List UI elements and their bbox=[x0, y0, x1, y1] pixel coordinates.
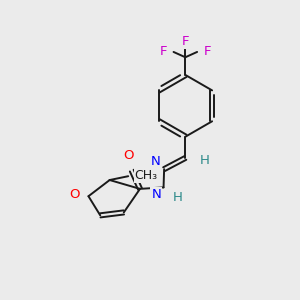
Text: H: H bbox=[200, 154, 209, 167]
Text: CH₃: CH₃ bbox=[135, 169, 158, 182]
Text: N: N bbox=[151, 155, 160, 168]
Text: F: F bbox=[182, 35, 189, 48]
Text: O: O bbox=[124, 149, 134, 162]
Text: F: F bbox=[159, 45, 167, 58]
Text: F: F bbox=[204, 45, 212, 58]
Text: N: N bbox=[152, 188, 161, 201]
Text: H: H bbox=[172, 191, 182, 204]
Text: O: O bbox=[70, 188, 80, 201]
